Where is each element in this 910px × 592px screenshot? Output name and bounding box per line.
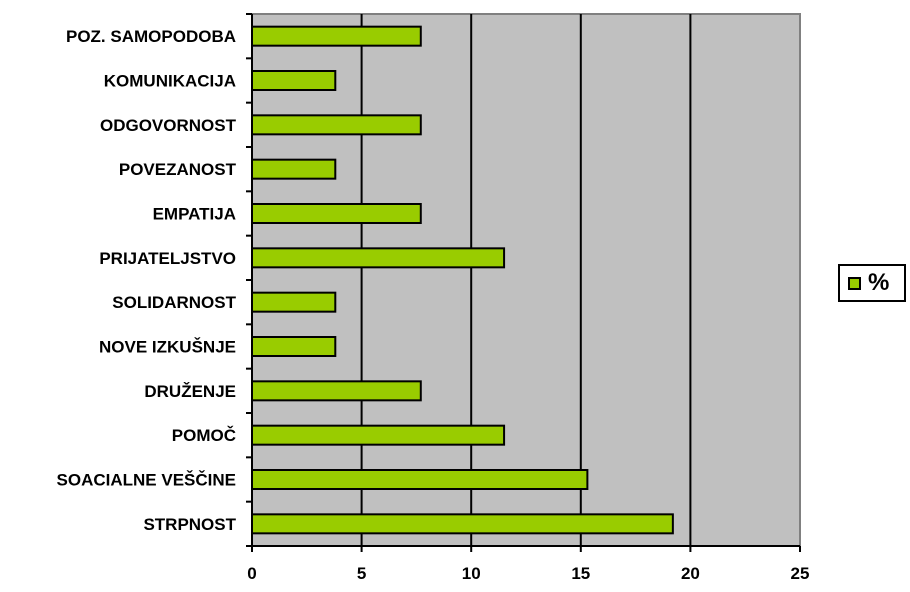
bar bbox=[251, 513, 674, 535]
axes bbox=[246, 13, 801, 552]
y-category-label: ODGOVORNOST bbox=[100, 116, 237, 135]
x-tick-label: 15 bbox=[571, 564, 590, 583]
legend-label: % bbox=[868, 269, 890, 296]
plot-background bbox=[251, 13, 801, 547]
y-category-label: DRUŽENJE bbox=[144, 382, 236, 401]
y-category-label: POMOČ bbox=[172, 426, 236, 445]
y-category-label: SOLIDARNOST bbox=[112, 293, 236, 312]
bar bbox=[251, 424, 506, 446]
legend: % bbox=[838, 264, 906, 302]
bar bbox=[251, 380, 422, 402]
bar bbox=[251, 336, 337, 357]
bar bbox=[251, 158, 337, 180]
bar bbox=[251, 25, 422, 47]
legend-swatch bbox=[848, 276, 861, 290]
y-category-label: POZ. SAMOPODOBA bbox=[66, 27, 236, 46]
x-tick-label: 10 bbox=[462, 564, 481, 583]
y-category-label: STRPNOST bbox=[143, 515, 236, 534]
y-category-label: SOACIALNE VEŠČINE bbox=[57, 471, 236, 490]
gridlines bbox=[360, 14, 692, 546]
y-category-label: NOVE IZKUŠNJE bbox=[99, 338, 236, 357]
y-category-label: EMPATIJA bbox=[153, 205, 236, 224]
x-tick-label: 5 bbox=[357, 564, 366, 583]
bar bbox=[251, 70, 337, 91]
x-tick-label: 0 bbox=[247, 564, 256, 583]
x-tick-label: 20 bbox=[681, 564, 700, 583]
y-category-label: POVEZANOST bbox=[119, 160, 237, 179]
bar bbox=[251, 247, 506, 269]
bar bbox=[251, 291, 337, 313]
bar bbox=[251, 469, 589, 490]
bar bbox=[251, 114, 422, 136]
axis-labels: 0 5 10 15 20 25 POZ. SAMOPODOBA KOMUNIKACIJA ODG… bbox=[57, 27, 810, 583]
y-category-label: PRIJATELJSTVO bbox=[99, 249, 236, 268]
y-category-label: KOMUNIKACIJA bbox=[104, 72, 236, 91]
x-tick-label: 25 bbox=[791, 564, 810, 583]
bar bbox=[251, 203, 422, 224]
